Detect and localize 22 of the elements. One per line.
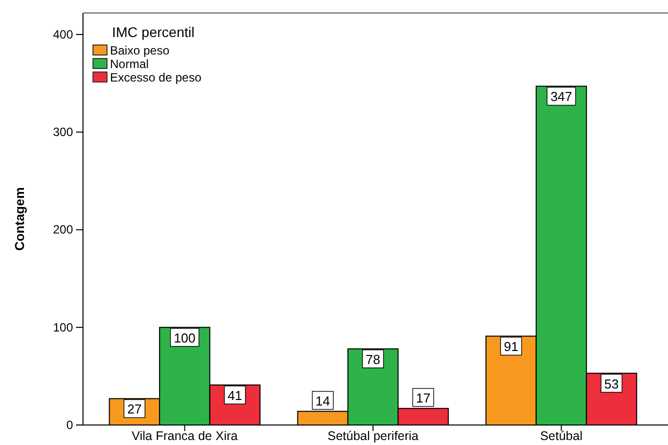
data-label: 14 [316,393,330,408]
x-tick-label: Setúbal [540,429,583,443]
y-tick-label: 400 [52,27,74,42]
data-label: 17 [416,390,430,406]
x-tick-label: Vila Franca de Xira [132,429,238,443]
legend-label: Baixo peso [110,44,170,58]
y-tick-label: 0 [66,418,74,432]
data-label: 41 [228,388,242,403]
y-tick-label: 200 [52,222,74,237]
data-label: 347 [550,89,572,104]
x-tick-label: Setúbal periferia [327,429,419,443]
data-label: 91 [504,339,518,354]
data-label: 53 [604,376,619,392]
legend-label: Normal [110,57,149,71]
y-tick-label: 100 [52,320,74,334]
data-label: 27 [127,402,142,417]
y-tick-label: 300 [52,125,74,140]
data-label: 78 [366,352,380,367]
legend-title: IMC percentil [112,24,194,40]
data-label: 100 [174,330,196,346]
legend-label: Excesso de peso [110,70,202,84]
y-axis-title: Contagem [12,187,27,251]
